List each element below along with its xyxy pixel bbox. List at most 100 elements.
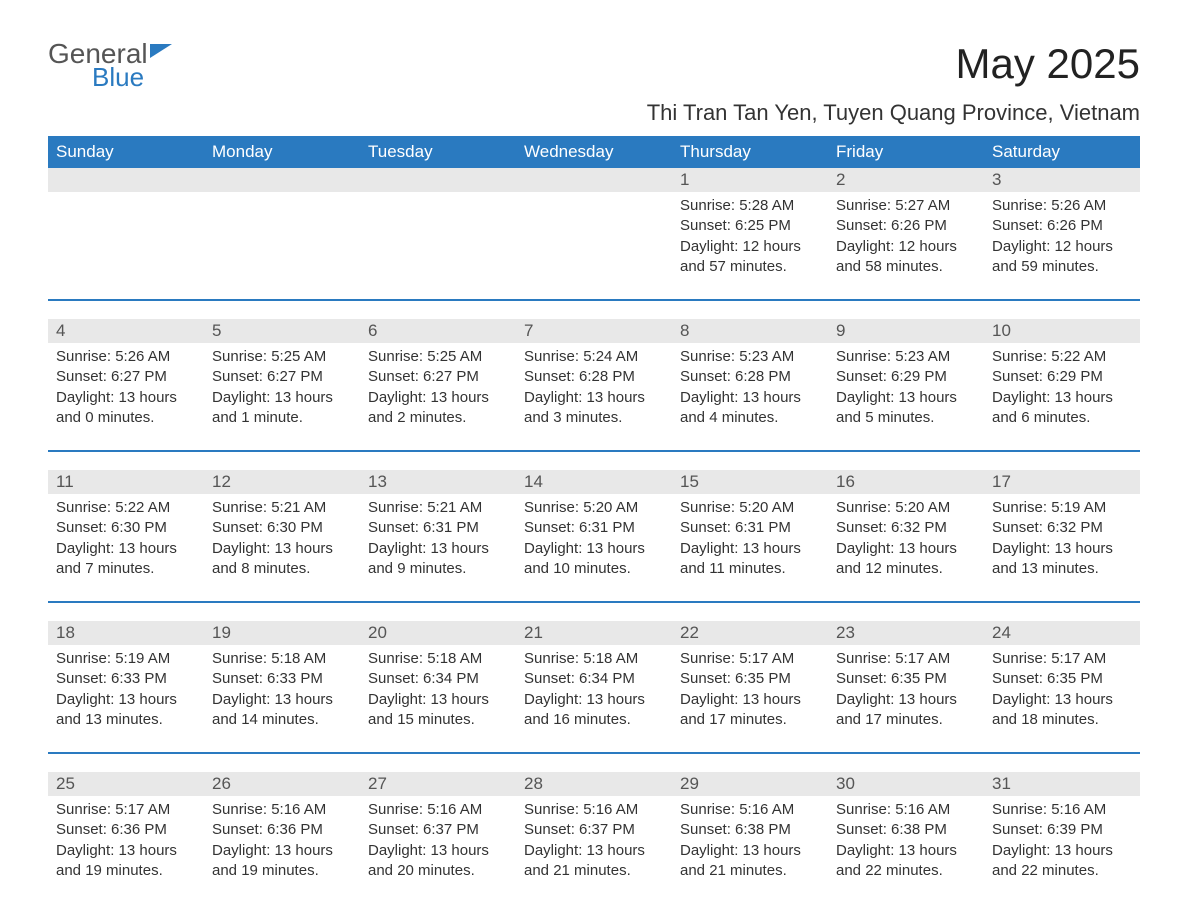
day-line: Daylight: 13 hours [368,388,508,408]
day-line: Sunset: 6:35 PM [836,669,976,689]
day-line: and 17 minutes. [680,710,820,730]
day-line: Daylight: 13 hours [680,690,820,710]
month-title: May 2025 [956,40,1140,88]
day-cell: Sunrise: 5:25 AMSunset: 6:27 PMDaylight:… [360,343,516,436]
day-line: Sunrise: 5:20 AM [680,498,820,518]
day-line: and 22 minutes. [836,861,976,881]
day-cell: Sunrise: 5:18 AMSunset: 6:33 PMDaylight:… [204,645,360,738]
day-line: Sunrise: 5:16 AM [680,800,820,820]
day-line: Daylight: 13 hours [524,841,664,861]
day-line: Daylight: 13 hours [836,539,976,559]
day-line: Sunrise: 5:17 AM [992,649,1132,669]
day-line: and 21 minutes. [680,861,820,881]
day-line: Sunset: 6:28 PM [680,367,820,387]
day-line: Sunset: 6:36 PM [212,820,352,840]
day-number: 6 [360,319,516,343]
day-line: and 15 minutes. [368,710,508,730]
day-line: Sunset: 6:37 PM [368,820,508,840]
day-line: Sunset: 6:35 PM [992,669,1132,689]
day-cell: Sunrise: 5:17 AMSunset: 6:35 PMDaylight:… [672,645,828,738]
day-cell: Sunrise: 5:21 AMSunset: 6:31 PMDaylight:… [360,494,516,587]
logo-text-block: General Blue [48,40,172,90]
day-cell: Sunrise: 5:23 AMSunset: 6:28 PMDaylight:… [672,343,828,436]
day-line: Sunset: 6:29 PM [836,367,976,387]
day-line: Sunrise: 5:27 AM [836,196,976,216]
day-line: and 13 minutes. [992,559,1132,579]
weekday-header: Sunday [48,136,204,168]
day-line: and 19 minutes. [212,861,352,881]
day-number: 18 [48,621,204,645]
day-line: Sunset: 6:31 PM [680,518,820,538]
day-line: and 9 minutes. [368,559,508,579]
day-number: 21 [516,621,672,645]
day-line: Sunset: 6:33 PM [212,669,352,689]
day-line: Daylight: 13 hours [836,388,976,408]
week-block: 45678910Sunrise: 5:26 AMSunset: 6:27 PMD… [48,319,1140,436]
day-line: and 20 minutes. [368,861,508,881]
weeks-container: 123Sunrise: 5:28 AMSunset: 6:25 PMDaylig… [48,168,1140,889]
day-line: Sunset: 6:38 PM [836,820,976,840]
day-number: 30 [828,772,984,796]
day-line: Sunrise: 5:26 AM [56,347,196,367]
day-cell: Sunrise: 5:24 AMSunset: 6:28 PMDaylight:… [516,343,672,436]
day-cell: Sunrise: 5:22 AMSunset: 6:29 PMDaylight:… [984,343,1140,436]
day-line: Sunset: 6:26 PM [836,216,976,236]
day-number: 24 [984,621,1140,645]
day-line: Sunrise: 5:16 AM [368,800,508,820]
header: General Blue May 2025 [48,40,1140,90]
day-line: Sunset: 6:37 PM [524,820,664,840]
day-line: Sunrise: 5:16 AM [992,800,1132,820]
day-line: Sunrise: 5:17 AM [56,800,196,820]
day-line: Sunrise: 5:17 AM [680,649,820,669]
day-line: Daylight: 12 hours [836,237,976,257]
day-line: Sunset: 6:26 PM [992,216,1132,236]
day-number-row: 18192021222324 [48,621,1140,645]
day-number: 25 [48,772,204,796]
title-block: May 2025 [956,40,1140,88]
day-number-row: 45678910 [48,319,1140,343]
day-line: Daylight: 13 hours [56,690,196,710]
day-number-row: 11121314151617 [48,470,1140,494]
day-line: Daylight: 13 hours [212,388,352,408]
day-line: Sunrise: 5:26 AM [992,196,1132,216]
day-number: 11 [48,470,204,494]
day-line: and 17 minutes. [836,710,976,730]
day-cell: Sunrise: 5:16 AMSunset: 6:39 PMDaylight:… [984,796,1140,889]
day-line: Sunset: 6:38 PM [680,820,820,840]
day-number: 1 [672,168,828,192]
logo-triangle-icon [150,44,172,58]
day-number: 19 [204,621,360,645]
day-number [360,168,516,192]
day-line: Sunset: 6:27 PM [368,367,508,387]
day-cell: Sunrise: 5:22 AMSunset: 6:30 PMDaylight:… [48,494,204,587]
day-number-row: 123 [48,168,1140,192]
day-number [48,168,204,192]
day-line: Sunset: 6:39 PM [992,820,1132,840]
day-line: Sunrise: 5:19 AM [992,498,1132,518]
day-line: Sunset: 6:30 PM [212,518,352,538]
day-line: Sunset: 6:33 PM [56,669,196,689]
day-cell: Sunrise: 5:26 AMSunset: 6:27 PMDaylight:… [48,343,204,436]
day-line: and 16 minutes. [524,710,664,730]
day-line: and 19 minutes. [56,861,196,881]
day-number: 4 [48,319,204,343]
day-line: and 6 minutes. [992,408,1132,428]
day-line: Sunrise: 5:20 AM [524,498,664,518]
day-number: 9 [828,319,984,343]
day-cell [204,192,360,285]
day-line: Daylight: 13 hours [56,539,196,559]
day-number: 23 [828,621,984,645]
day-number: 29 [672,772,828,796]
day-cell: Sunrise: 5:17 AMSunset: 6:35 PMDaylight:… [828,645,984,738]
day-line: Sunrise: 5:21 AM [212,498,352,518]
day-number: 16 [828,470,984,494]
day-line: Sunrise: 5:22 AM [992,347,1132,367]
weekday-header: Friday [828,136,984,168]
day-line: Sunset: 6:36 PM [56,820,196,840]
day-line: Sunrise: 5:25 AM [368,347,508,367]
day-cell: Sunrise: 5:16 AMSunset: 6:37 PMDaylight:… [516,796,672,889]
day-line: and 1 minute. [212,408,352,428]
weekday-header: Tuesday [360,136,516,168]
day-line: Sunrise: 5:18 AM [524,649,664,669]
day-cells-row: Sunrise: 5:26 AMSunset: 6:27 PMDaylight:… [48,343,1140,436]
